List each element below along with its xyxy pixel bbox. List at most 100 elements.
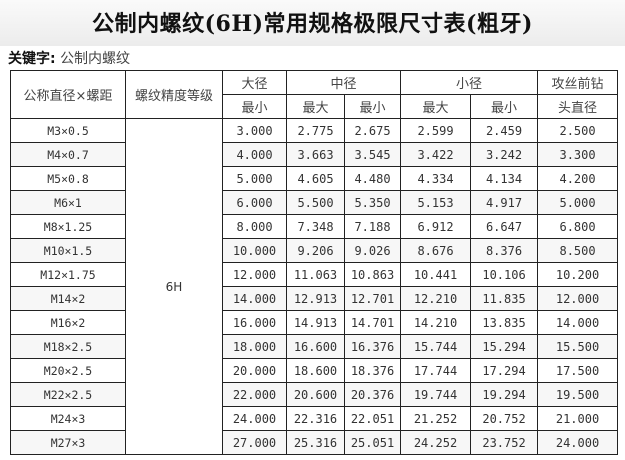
cell-drill-diameter: 12.000 (537, 286, 619, 311)
cell-major-min: 3.000 (222, 118, 287, 143)
cell-pitch-max: 18.600 (286, 358, 345, 383)
header-minor-max: 最大 (400, 94, 472, 119)
cell-pitch-min: 7.188 (343, 214, 402, 239)
cell-pitch-min: 5.350 (343, 190, 402, 215)
cell-major-min: 14.000 (222, 286, 287, 311)
keyword-label: 关键字: (8, 51, 56, 67)
cell-major-min: 10.000 (222, 238, 287, 263)
cell-major-min: 27.000 (222, 430, 287, 455)
cell-minor-max: 19.744 (400, 382, 472, 407)
cell-pitch-min: 9.026 (343, 238, 402, 263)
header-drill-2: 头直径 (537, 94, 619, 119)
cell-nominal-size: M14×2 (10, 286, 126, 311)
table-row: M10×1.5 10.000 9.206 9.026 8.676 8.376 8.500 (10, 238, 619, 263)
cell-nominal-size: M22×2.5 (10, 382, 126, 407)
cell-nominal-size: M18×2.5 (10, 334, 126, 359)
cell-minor-min: 6.647 (470, 214, 539, 239)
cell-minor-min: 11.835 (470, 286, 539, 311)
cell-nominal-size: M4×0.7 (10, 142, 126, 167)
cell-drill-diameter: 14.000 (537, 310, 619, 335)
cell-pitch-max: 25.316 (286, 430, 345, 455)
cell-major-min: 24.000 (222, 406, 287, 431)
cell-minor-max: 24.252 (400, 430, 472, 455)
header-major: 大径 (222, 70, 287, 95)
cell-minor-min: 4.917 (470, 190, 539, 215)
cell-major-min: 8.000 (222, 214, 287, 239)
cell-pitch-min: 3.545 (343, 142, 402, 167)
cell-major-min: 12.000 (222, 262, 287, 287)
keyword-line: 关键字: 公制内螺纹 (8, 48, 130, 68)
cell-minor-min: 3.242 (470, 142, 539, 167)
cell-pitch-min: 16.376 (343, 334, 402, 359)
page-title: 公制内螺纹(6H)常用规格极限尺寸表(粗牙) (92, 11, 533, 37)
cell-minor-min: 19.294 (470, 382, 539, 407)
cell-nominal-size: M3×0.5 (10, 118, 126, 143)
cell-minor-min: 4.134 (470, 166, 539, 191)
table-row: M22×2.5 22.000 20.600 20.376 19.744 19.294 19.… (10, 382, 619, 407)
cell-pitch-min: 20.376 (343, 382, 402, 407)
cell-nominal-size: M10×1.5 (10, 238, 126, 263)
cell-pitch-max: 9.206 (286, 238, 345, 263)
cell-nominal-size: M6×1 (10, 190, 126, 215)
cell-minor-max: 17.744 (400, 358, 472, 383)
table-row: M18×2.5 18.000 16.600 16.376 15.744 15.294 15.… (10, 334, 619, 359)
cell-drill-diameter: 5.000 (537, 190, 619, 215)
cell-minor-min: 20.752 (470, 406, 539, 431)
cell-pitch-max: 11.063 (286, 262, 345, 287)
cell-minor-max: 6.912 (400, 214, 472, 239)
cell-minor-max: 21.252 (400, 406, 472, 431)
cell-minor-min: 15.294 (470, 334, 539, 359)
header-pitch-max: 最大 (286, 94, 345, 119)
header-minor-min: 最小 (470, 94, 539, 119)
cell-pitch-min: 4.480 (343, 166, 402, 191)
cell-minor-min: 8.376 (470, 238, 539, 263)
cell-pitch-min: 2.675 (343, 118, 402, 143)
cell-grade: 6H (125, 118, 223, 455)
cell-drill-diameter: 2.500 (537, 118, 619, 143)
keyword-value: 公制内螺纹 (60, 51, 131, 67)
cell-pitch-max: 4.605 (286, 166, 345, 191)
table-row: M3×0.5 6H 3.000 2.775 2.675 2.599 2.459 2.500 (10, 118, 619, 455)
cell-pitch-max: 3.663 (286, 142, 345, 167)
cell-minor-max: 10.441 (400, 262, 472, 287)
cell-pitch-max: 22.316 (286, 406, 345, 431)
cell-drill-diameter: 3.300 (537, 142, 619, 167)
thread-dimension-table: 公称直径×螺距 螺纹精度等级 大径 中径 小径 攻丝前钻 最小 最大 最小 最大… (10, 70, 619, 455)
table-row: M14×2 14.000 12.913 12.701 12.210 11.835 12.00… (10, 286, 619, 311)
table-body: M3×0.5 6H 3.000 2.775 2.675 2.599 2.459 2.500 M4… (10, 118, 619, 455)
cell-drill-diameter: 6.800 (537, 214, 619, 239)
cell-drill-diameter: 10.200 (537, 262, 619, 287)
cell-major-min: 16.000 (222, 310, 287, 335)
header-major-min: 最小 (222, 94, 287, 119)
cell-nominal-size: M8×1.25 (10, 214, 126, 239)
cell-minor-max: 14.210 (400, 310, 472, 335)
table-row: M6×1 6.000 5.500 5.350 5.153 4.917 5.000 (10, 190, 619, 215)
title-bar (0, 0, 625, 46)
cell-nominal-size: M24×3 (10, 406, 126, 431)
cell-nominal-size: M16×2 (10, 310, 126, 335)
cell-pitch-max: 2.775 (286, 118, 345, 143)
header-nominal: 公称直径×螺距 (10, 70, 126, 119)
cell-pitch-min: 12.701 (343, 286, 402, 311)
cell-minor-min: 23.752 (470, 430, 539, 455)
cell-minor-max: 15.744 (400, 334, 472, 359)
cell-major-min: 4.000 (222, 142, 287, 167)
cell-pitch-min: 14.701 (343, 310, 402, 335)
cell-drill-diameter: 17.500 (537, 358, 619, 383)
cell-minor-min: 2.459 (470, 118, 539, 143)
cell-pitch-min: 22.051 (343, 406, 402, 431)
cell-pitch-max: 14.913 (286, 310, 345, 335)
table-row: M12×1.75 12.000 11.063 10.863 10.441 10.106 10… (10, 262, 619, 287)
cell-minor-max: 3.422 (400, 142, 472, 167)
cell-major-min: 20.000 (222, 358, 287, 383)
cell-major-min: 22.000 (222, 382, 287, 407)
table-row: M4×0.7 4.000 3.663 3.545 3.422 3.242 3.300 (10, 142, 619, 167)
cell-nominal-size: M5×0.8 (10, 166, 126, 191)
cell-major-min: 18.000 (222, 334, 287, 359)
cell-major-min: 5.000 (222, 166, 287, 191)
cell-drill-diameter: 24.000 (537, 430, 619, 455)
cell-pitch-max: 12.913 (286, 286, 345, 311)
cell-minor-min: 17.294 (470, 358, 539, 383)
cell-minor-max: 8.676 (400, 238, 472, 263)
cell-minor-max: 4.334 (400, 166, 472, 191)
